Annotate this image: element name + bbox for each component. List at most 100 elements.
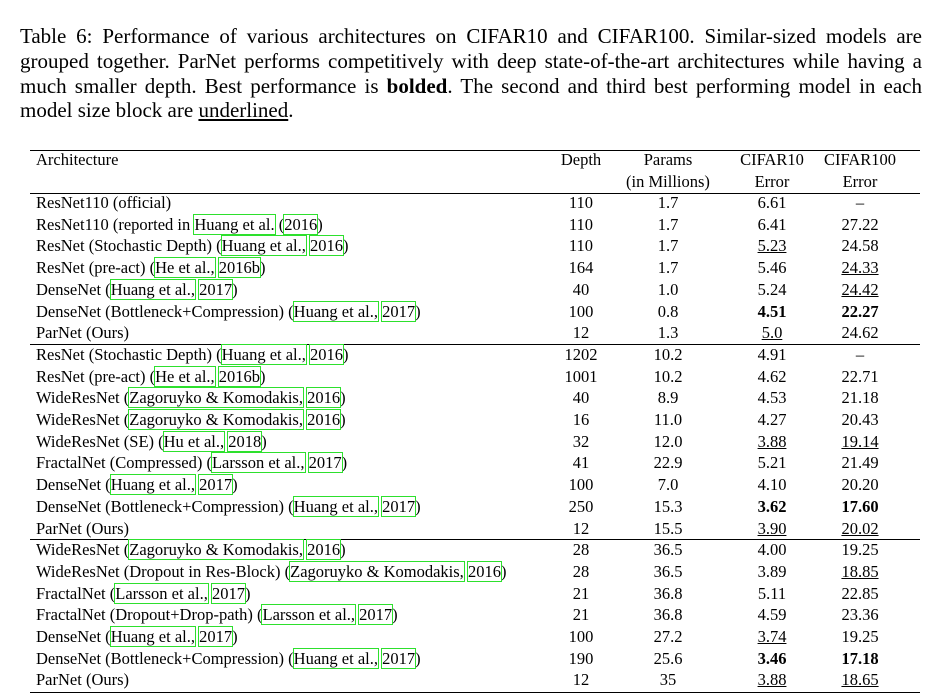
citation-link[interactable]: 2017	[198, 474, 234, 496]
text: 15.3	[653, 496, 683, 516]
value-cell: 1.7	[613, 236, 723, 256]
architecture-cell: ResNet (pre-act) (He et al., 2016b)	[36, 257, 266, 279]
text: 1.7	[657, 236, 679, 256]
citation-link[interactable]: 2017	[307, 452, 343, 474]
text: 36.5	[653, 561, 683, 581]
citation-link[interactable]: 2017	[381, 300, 417, 322]
citation-link[interactable]: Zagoruyko & Komodakis,	[128, 539, 304, 561]
citation-link[interactable]: Huang et al.,	[292, 647, 379, 669]
text: 27.22	[841, 214, 879, 234]
citation-link[interactable]: 2017	[381, 647, 417, 669]
text: )	[341, 453, 348, 473]
architecture-cell: WideResNet (Zagoruyko & Komodakis, 2016)	[36, 409, 346, 430]
value-cell: 12	[526, 519, 636, 539]
citation-link[interactable]: Huang et al.,	[292, 495, 379, 517]
architecture-cell: ParNet (Ours)	[36, 670, 129, 690]
text: 20.20	[841, 475, 879, 495]
header-cell: Depth	[526, 150, 636, 170]
text: . The second and third best performing m…	[20, 73, 923, 123]
value-cell: 11.0	[613, 410, 723, 430]
text: 4.59	[757, 605, 787, 625]
text: 12.0	[653, 431, 683, 451]
text: ParNet (Ours)	[36, 323, 130, 343]
architecture-cell: DenseNet (Bottleneck+Compression) (Huang…	[36, 495, 421, 517]
citation-link[interactable]: 2016	[466, 560, 502, 582]
text: 1.7	[657, 193, 679, 212]
citation-link[interactable]: Zagoruyko & Komodakis,	[128, 387, 304, 409]
citation-link[interactable]: Huang et al.,	[109, 278, 197, 300]
value-cell: 36.5	[613, 540, 723, 560]
text: 1.3	[657, 323, 679, 343]
citation-link[interactable]: 2016	[306, 387, 342, 409]
text: 22.85	[841, 583, 879, 603]
value-cell: 10.2	[613, 367, 723, 387]
citation-link[interactable]: Zagoruyko & Komodakis,	[128, 409, 304, 430]
value-cell: 1.7	[613, 215, 723, 235]
citation-link[interactable]: 2017	[358, 604, 394, 626]
text: 28	[572, 561, 590, 581]
text: 19.25	[841, 627, 879, 646]
text: 22.71	[841, 366, 879, 386]
citation-link[interactable]: Larsson et al.,	[210, 452, 306, 474]
text: 16	[572, 410, 590, 429]
underlined-text: 24.42	[841, 279, 879, 299]
value-cell: 4.27	[717, 410, 827, 430]
value-cell: 36.8	[613, 584, 723, 604]
text: 11.0	[653, 410, 683, 429]
text: )	[415, 301, 421, 321]
citation-link[interactable]: 2016	[306, 539, 342, 561]
value-cell: 3.62	[717, 497, 827, 517]
citation-link[interactable]: Larsson et al.,	[114, 582, 209, 604]
citation-link[interactable]: Hu et al.,	[162, 430, 226, 452]
architecture-cell: FractalNet (Dropout+Drop-path) (Larsson …	[36, 604, 398, 626]
text: DenseNet (Bottleneck+Compression) (	[36, 648, 294, 668]
citation-link[interactable]: 2016b	[217, 365, 262, 387]
citation-link[interactable]: Huang et al.,	[109, 474, 197, 496]
value-cell: 1001	[526, 367, 636, 387]
citation-link[interactable]: 2017	[381, 495, 417, 517]
text: 4.53	[757, 388, 787, 408]
text: )	[343, 236, 349, 256]
citation-link[interactable]: 2016	[283, 213, 319, 235]
text: )	[500, 561, 507, 581]
citation-link[interactable]: 2016	[306, 409, 342, 430]
text: 28	[572, 540, 590, 560]
bold-text: bolded	[386, 73, 448, 98]
header-cell: Error	[805, 172, 915, 192]
citation-link[interactable]: Huang et al.,	[292, 300, 379, 322]
text: 21	[572, 605, 590, 625]
citation-link[interactable]: He et al.,	[154, 365, 216, 387]
citation-link[interactable]: 2016	[309, 235, 345, 257]
text: 3.89	[757, 561, 787, 581]
value-cell: 19.14	[805, 432, 915, 452]
citation-link[interactable]: Huang et al.,	[220, 343, 307, 365]
citation-link[interactable]: Huang et al.,	[109, 626, 197, 647]
citation-link[interactable]: 2017	[198, 278, 234, 300]
citation-link[interactable]: Huang et al.,	[220, 235, 307, 257]
value-cell: 24.58	[805, 236, 915, 256]
text: 4.27	[757, 410, 787, 429]
citation-link[interactable]: 2017	[198, 626, 234, 647]
value-cell: 4.62	[717, 367, 827, 387]
underlined-text: 3.74	[757, 627, 787, 646]
text: 190	[568, 648, 594, 668]
citation-link[interactable]: Huang et al.	[193, 213, 276, 235]
citation-link[interactable]: 2016	[309, 343, 345, 365]
text: 250	[568, 496, 594, 516]
text: 0.8	[657, 301, 679, 321]
value-cell: 12.0	[613, 432, 723, 452]
citation-link[interactable]: He et al.,	[154, 257, 216, 279]
citation-link[interactable]: Zagoruyko & Komodakis,	[289, 560, 465, 582]
value-cell: 22.71	[805, 367, 915, 387]
text: 110	[568, 236, 594, 256]
citation-link[interactable]: 2016b	[217, 257, 262, 279]
value-cell: 4.91	[717, 345, 827, 365]
value-cell: 8.9	[613, 388, 723, 408]
text: )	[232, 627, 238, 646]
text: FractalNet (Dropout+Drop-path) (	[36, 605, 263, 625]
citation-link[interactable]: 2017	[210, 582, 246, 604]
value-cell: 1.7	[613, 258, 723, 278]
header-cell: Error	[717, 172, 827, 192]
citation-link[interactable]: 2018	[227, 430, 263, 452]
citation-link[interactable]: Larsson et al.,	[261, 604, 357, 626]
